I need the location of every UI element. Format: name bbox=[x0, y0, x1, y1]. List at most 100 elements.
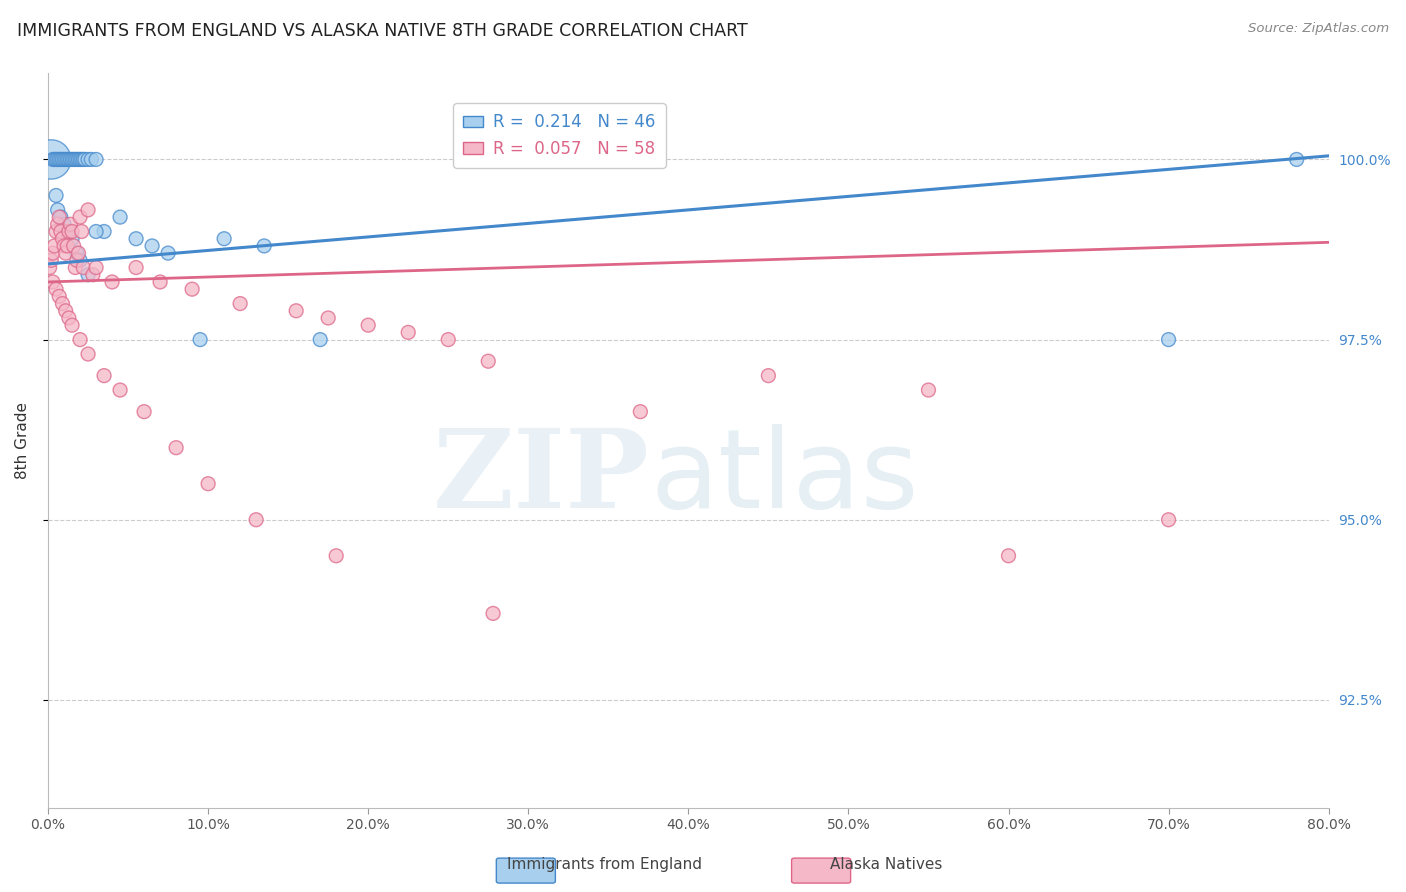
Point bbox=[48, 289, 70, 303]
Point bbox=[77, 268, 100, 282]
Point bbox=[59, 153, 82, 167]
Point bbox=[69, 210, 91, 224]
Y-axis label: 8th Grade: 8th Grade bbox=[15, 402, 30, 479]
Point bbox=[42, 275, 65, 289]
Point bbox=[45, 153, 67, 167]
Point bbox=[997, 549, 1019, 563]
Point bbox=[1157, 333, 1180, 347]
Point bbox=[56, 225, 79, 239]
Point bbox=[84, 260, 107, 275]
Point bbox=[66, 246, 89, 260]
Point bbox=[56, 153, 79, 167]
Point bbox=[60, 318, 83, 333]
Point bbox=[125, 260, 148, 275]
Point bbox=[49, 225, 72, 239]
Point bbox=[55, 303, 77, 318]
Point bbox=[60, 153, 83, 167]
Point bbox=[58, 310, 80, 325]
Point bbox=[58, 153, 80, 167]
Point bbox=[82, 268, 104, 282]
Point bbox=[44, 239, 66, 253]
Point bbox=[628, 405, 651, 419]
Point bbox=[67, 246, 90, 260]
Point bbox=[245, 513, 267, 527]
Point bbox=[60, 225, 83, 239]
Point bbox=[72, 153, 94, 167]
Point bbox=[66, 253, 89, 268]
Point bbox=[42, 153, 65, 167]
Text: ZIP: ZIP bbox=[433, 424, 650, 531]
Legend: R =  0.214   N = 46, R =  0.057   N = 58: R = 0.214 N = 46, R = 0.057 N = 58 bbox=[453, 103, 666, 168]
Point bbox=[125, 232, 148, 246]
Point bbox=[77, 202, 100, 217]
Point bbox=[141, 239, 163, 253]
Point bbox=[45, 188, 67, 202]
Point bbox=[165, 441, 187, 455]
Point bbox=[285, 303, 308, 318]
Point bbox=[108, 383, 131, 397]
Point bbox=[66, 153, 89, 167]
Point bbox=[477, 354, 499, 368]
Point bbox=[53, 239, 76, 253]
Point bbox=[46, 217, 69, 231]
Point bbox=[62, 153, 84, 167]
Point bbox=[316, 310, 339, 325]
Point bbox=[67, 153, 90, 167]
Point bbox=[132, 405, 155, 419]
Point bbox=[53, 153, 76, 167]
Point bbox=[396, 326, 419, 340]
Point bbox=[181, 282, 204, 296]
Point bbox=[229, 296, 252, 310]
Point bbox=[45, 282, 67, 296]
Point bbox=[80, 153, 103, 167]
Point bbox=[758, 368, 780, 383]
Point bbox=[482, 607, 505, 621]
Point bbox=[65, 260, 87, 275]
Point bbox=[77, 347, 100, 361]
Point bbox=[197, 476, 219, 491]
Point bbox=[69, 333, 91, 347]
Point bbox=[39, 253, 62, 268]
Point bbox=[38, 260, 60, 275]
Text: Alaska Natives: Alaska Natives bbox=[830, 857, 942, 872]
Point bbox=[59, 217, 82, 231]
Point bbox=[84, 153, 107, 167]
Point bbox=[42, 246, 65, 260]
Point bbox=[309, 333, 332, 347]
Point bbox=[55, 153, 77, 167]
Point bbox=[39, 153, 62, 167]
Point bbox=[70, 153, 93, 167]
Point bbox=[65, 153, 87, 167]
Point bbox=[45, 225, 67, 239]
Point bbox=[149, 275, 172, 289]
Point bbox=[73, 153, 96, 167]
Point bbox=[58, 225, 80, 239]
Point bbox=[917, 383, 939, 397]
Point bbox=[44, 153, 66, 167]
Point bbox=[70, 225, 93, 239]
Point bbox=[108, 210, 131, 224]
Text: Source: ZipAtlas.com: Source: ZipAtlas.com bbox=[1249, 22, 1389, 36]
Point bbox=[69, 153, 91, 167]
Point bbox=[72, 260, 94, 275]
Point bbox=[55, 246, 77, 260]
Point bbox=[46, 202, 69, 217]
Point bbox=[253, 239, 276, 253]
Text: Immigrants from England: Immigrants from England bbox=[508, 857, 702, 872]
Point bbox=[93, 225, 115, 239]
Point bbox=[357, 318, 380, 333]
Point bbox=[56, 239, 79, 253]
Point bbox=[49, 210, 72, 224]
Point bbox=[48, 153, 70, 167]
Point bbox=[188, 333, 211, 347]
Point bbox=[46, 153, 69, 167]
Point bbox=[93, 368, 115, 383]
Text: atlas: atlas bbox=[650, 424, 918, 531]
Point bbox=[1157, 513, 1180, 527]
Text: IMMIGRANTS FROM ENGLAND VS ALASKA NATIVE 8TH GRADE CORRELATION CHART: IMMIGRANTS FROM ENGLAND VS ALASKA NATIVE… bbox=[17, 22, 748, 40]
Point bbox=[437, 333, 460, 347]
Point bbox=[51, 296, 73, 310]
Point bbox=[325, 549, 347, 563]
Point bbox=[157, 246, 180, 260]
Point bbox=[51, 232, 73, 246]
